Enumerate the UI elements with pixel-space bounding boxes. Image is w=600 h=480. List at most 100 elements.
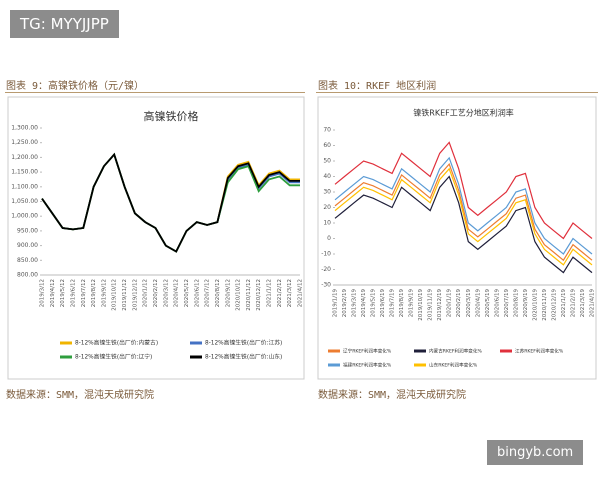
x-tick-label: 2020/7/19 (504, 289, 510, 318)
y-tick-label: -20 (321, 266, 331, 273)
x-tick-label: 2020/3/19 (466, 289, 472, 318)
y-tick-label: 1,250.00 (11, 139, 38, 146)
chart-title: 高镍铁价格 (144, 109, 199, 123)
x-tick-label: 2020/10/12 (236, 279, 242, 311)
x-tick-label: 2019/11/12 (122, 279, 128, 311)
x-tick-label: 2019/5/12 (60, 279, 66, 307)
x-tick-label: 2021/3/19 (580, 289, 586, 318)
x-tick-label: 2019/4/19 (361, 289, 367, 318)
line-series (334, 162, 593, 262)
x-tick-label: 2020/5/19 (485, 289, 491, 318)
y-tick-label: 30 (323, 189, 331, 196)
y-tick-label: 50 (323, 158, 331, 165)
x-tick-label: 2019/8/12 (91, 279, 97, 307)
x-tick-label: 2020/8/12 (215, 279, 221, 307)
x-tick-label: 2020/1/19 (447, 289, 453, 318)
legend-label: 内蒙古RKEF利润率变化% (429, 348, 482, 355)
legend-label: 8-12%高镍生铁(出厂价:江苏) (205, 339, 282, 347)
y-tick-label: 1,150.00 (11, 169, 38, 176)
y-tick-label: 70 (323, 127, 331, 134)
caption: 图表 10：RKEF 地区利润 (318, 81, 437, 92)
line-series (41, 152, 300, 253)
x-tick-label: 2020/6/12 (194, 279, 200, 307)
x-tick-label: 2021/4/19 (590, 289, 596, 318)
line-series (334, 167, 593, 266)
x-tick-label: 2019/3/12 (40, 279, 46, 307)
x-tick-label: 2019/11/19 (428, 289, 434, 321)
y-tick-label: 0 (327, 235, 331, 242)
legend-label: 辽宁RKEF利润率变化% (343, 348, 392, 355)
legend-label: 江苏RKEF利润率变化% (515, 348, 564, 355)
x-tick-label: 2021/1/12 (267, 279, 273, 307)
legend-label: 福建RKEF利润率变化% (343, 362, 392, 369)
x-tick-label: 2021/2/12 (277, 279, 283, 307)
line-series (41, 152, 300, 253)
x-tick-label: 2020/2/12 (153, 279, 159, 307)
rule (316, 92, 598, 93)
y-tick-label: 20 (323, 204, 331, 211)
chart-title: 镍铁RKEF工艺分地区利润率 (413, 108, 513, 118)
legend-label: 8-12%高镍生铁(出厂价:山东) (205, 353, 282, 361)
x-tick-label: 2019/4/12 (50, 279, 56, 307)
x-tick-label: 2020/11/12 (246, 279, 252, 311)
x-tick-label: 2020/8/19 (513, 289, 519, 318)
line-series (334, 156, 593, 255)
x-tick-label: 2020/11/19 (542, 289, 548, 321)
x-tick-label: 2019/9/12 (101, 279, 107, 307)
x-tick-label: 2020/9/19 (523, 289, 529, 318)
line-series (41, 152, 300, 253)
y-tick-label: 1,200.00 (11, 154, 38, 161)
x-tick-label: 2020/6/19 (494, 289, 500, 318)
x-tick-label: 2019/10/12 (112, 279, 118, 311)
panel (7, 96, 305, 380)
y-tick-label: 1,050.00 (11, 198, 38, 205)
legend-label: 8-12%高镍生铁(出厂价:内蒙古) (75, 339, 158, 347)
x-tick-label: 2020/1/12 (143, 279, 149, 307)
x-tick-label: 2019/1/19 (333, 289, 339, 318)
line-series (334, 175, 593, 274)
x-tick-label: 2020/7/12 (205, 279, 211, 307)
watermark: bingyb.com (487, 440, 584, 465)
x-tick-label: 2019/3/19 (352, 289, 358, 318)
line-series (334, 141, 593, 240)
x-tick-label: 2020/5/12 (184, 279, 190, 307)
x-tick-label: 2019/2/19 (342, 289, 348, 318)
legend-label: 8-12%高镍生铁(出厂价:辽宁) (75, 353, 152, 361)
x-tick-label: 2020/2/19 (456, 289, 462, 318)
x-tick-label: 2021/1/19 (561, 289, 567, 318)
x-tick-label: 2020/4/12 (174, 279, 180, 307)
y-tick-label: 950.00 (17, 227, 38, 234)
x-tick-label: 2020/12/12 (256, 279, 262, 311)
x-tick-label: 2019/12/12 (132, 279, 138, 311)
source: 数据来源：SMM，混沌天成研究院 (318, 390, 467, 401)
x-tick-label: 2020/4/19 (475, 289, 481, 318)
y-tick-label: -10 (321, 251, 331, 258)
y-tick-label: -30 (321, 282, 331, 289)
x-tick-label: 2019/7/12 (81, 279, 87, 307)
x-tick-label: 2019/10/19 (418, 289, 424, 321)
x-tick-label: 2019/6/19 (380, 289, 386, 318)
y-tick-label: 10 (323, 220, 331, 227)
y-tick-label: 60 (323, 142, 331, 149)
x-tick-label: 2020/9/12 (225, 279, 231, 307)
x-tick-label: 2020/3/12 (163, 279, 169, 307)
line-series (41, 152, 300, 253)
x-tick-label: 2021/3/12 (287, 279, 293, 307)
x-tick-label: 2019/7/19 (390, 289, 396, 318)
watermark: TG: MYYJJPP (10, 10, 119, 38)
source: 数据来源：SMM，混沌天成研究院 (6, 390, 155, 401)
y-tick-label: 850.00 (17, 257, 38, 264)
y-tick-label: 40 (323, 173, 331, 180)
x-tick-label: 2019/5/19 (371, 289, 377, 318)
y-tick-label: 900.00 (17, 242, 38, 249)
x-tick-label: 2020/12/19 (551, 289, 557, 321)
legend-label: 山东RKEF利润率变化% (429, 362, 478, 369)
y-tick-label: 800.00 (17, 272, 38, 279)
x-tick-label: 2021/4/12 (298, 279, 304, 307)
y-tick-label: 1,300.00 (11, 125, 38, 132)
x-tick-label: 2019/8/19 (399, 289, 405, 318)
x-tick-label: 2019/6/12 (70, 279, 76, 307)
y-tick-label: 1,000.00 (11, 213, 38, 220)
x-tick-label: 2019/9/19 (409, 289, 415, 318)
